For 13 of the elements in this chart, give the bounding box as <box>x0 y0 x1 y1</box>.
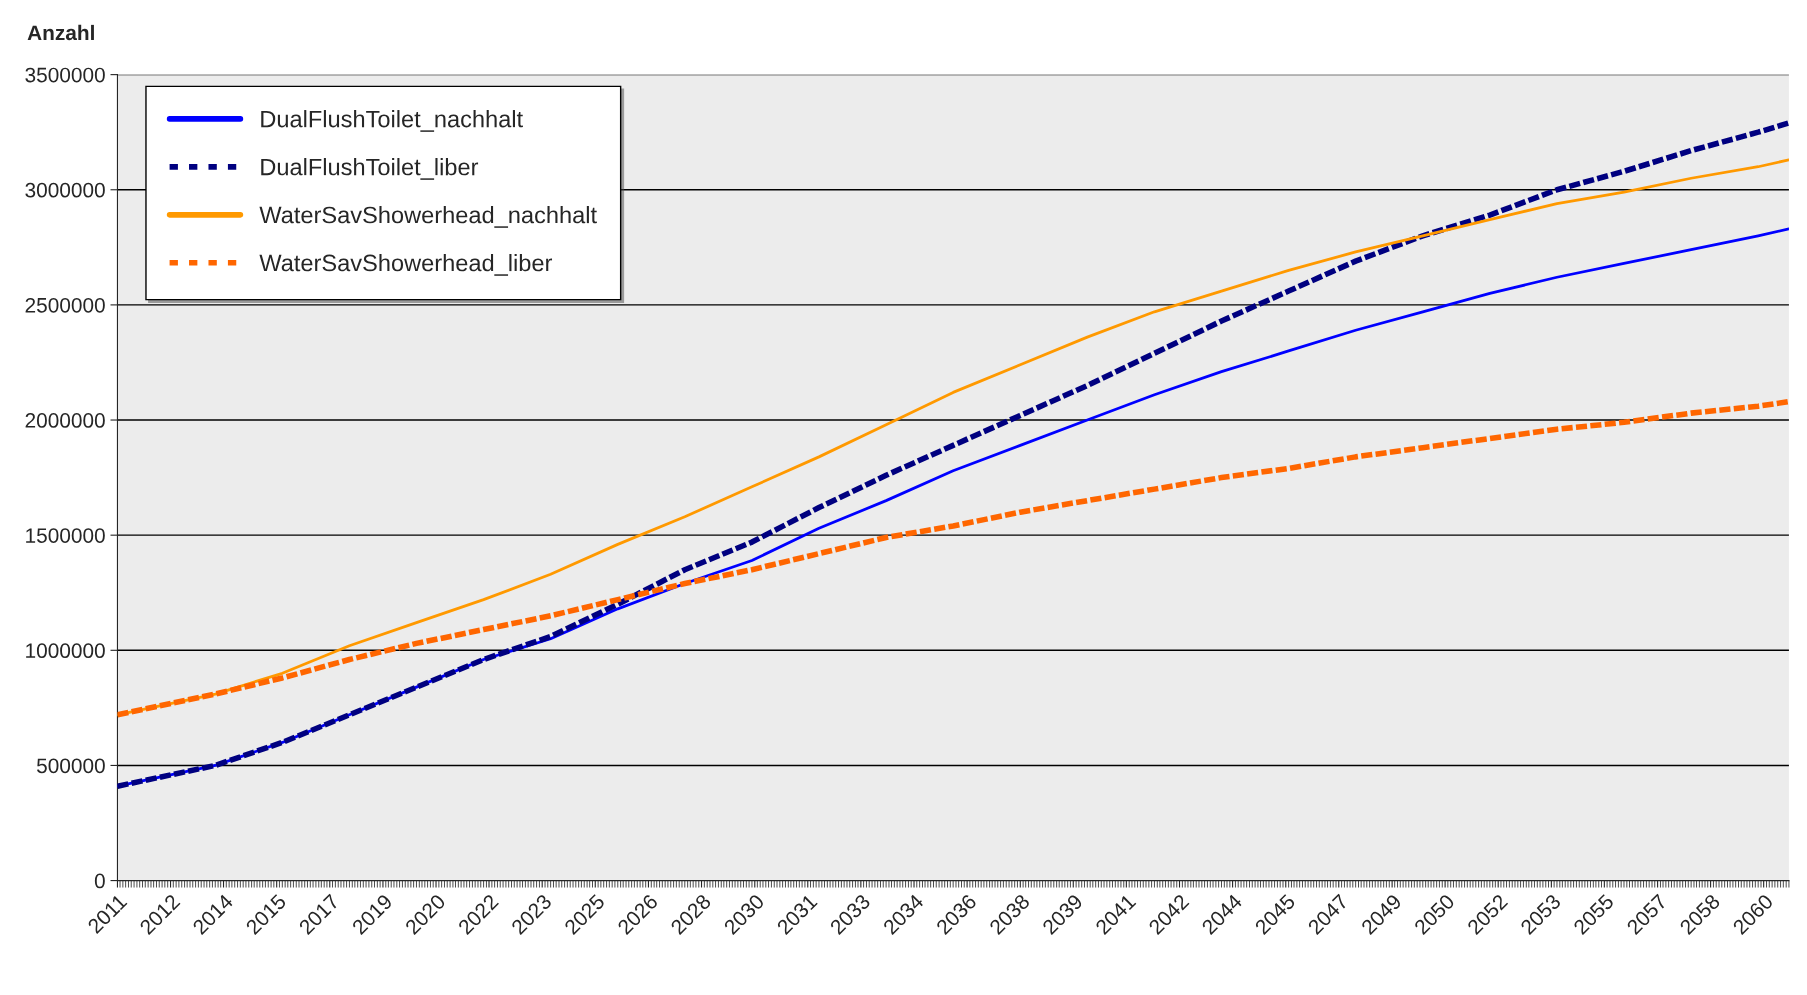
y-tick-label: 1500000 <box>26 528 105 543</box>
y-tick-label: 500000 <box>36 758 105 774</box>
y-axis-title: Anzahl <box>27 24 94 41</box>
legend-label: WaterSavShowerhead_nachhalt <box>259 206 597 228</box>
y-tick-label: 0 <box>94 873 105 889</box>
y-tick-label: 2000000 <box>25 413 105 428</box>
y-tick-label: 1000000 <box>26 643 105 659</box>
y-tick-label: 3000000 <box>25 182 105 198</box>
legend-label: DualFlushToilet_liber <box>261 158 479 180</box>
legend-label: WaterSavShowerhead_liber <box>259 253 553 276</box>
y-tick-label: 2500000 <box>25 297 105 313</box>
legend-label: DualFlushToilet_nachhalt <box>261 110 523 132</box>
y-tick-label: 3500000 <box>25 67 105 83</box>
